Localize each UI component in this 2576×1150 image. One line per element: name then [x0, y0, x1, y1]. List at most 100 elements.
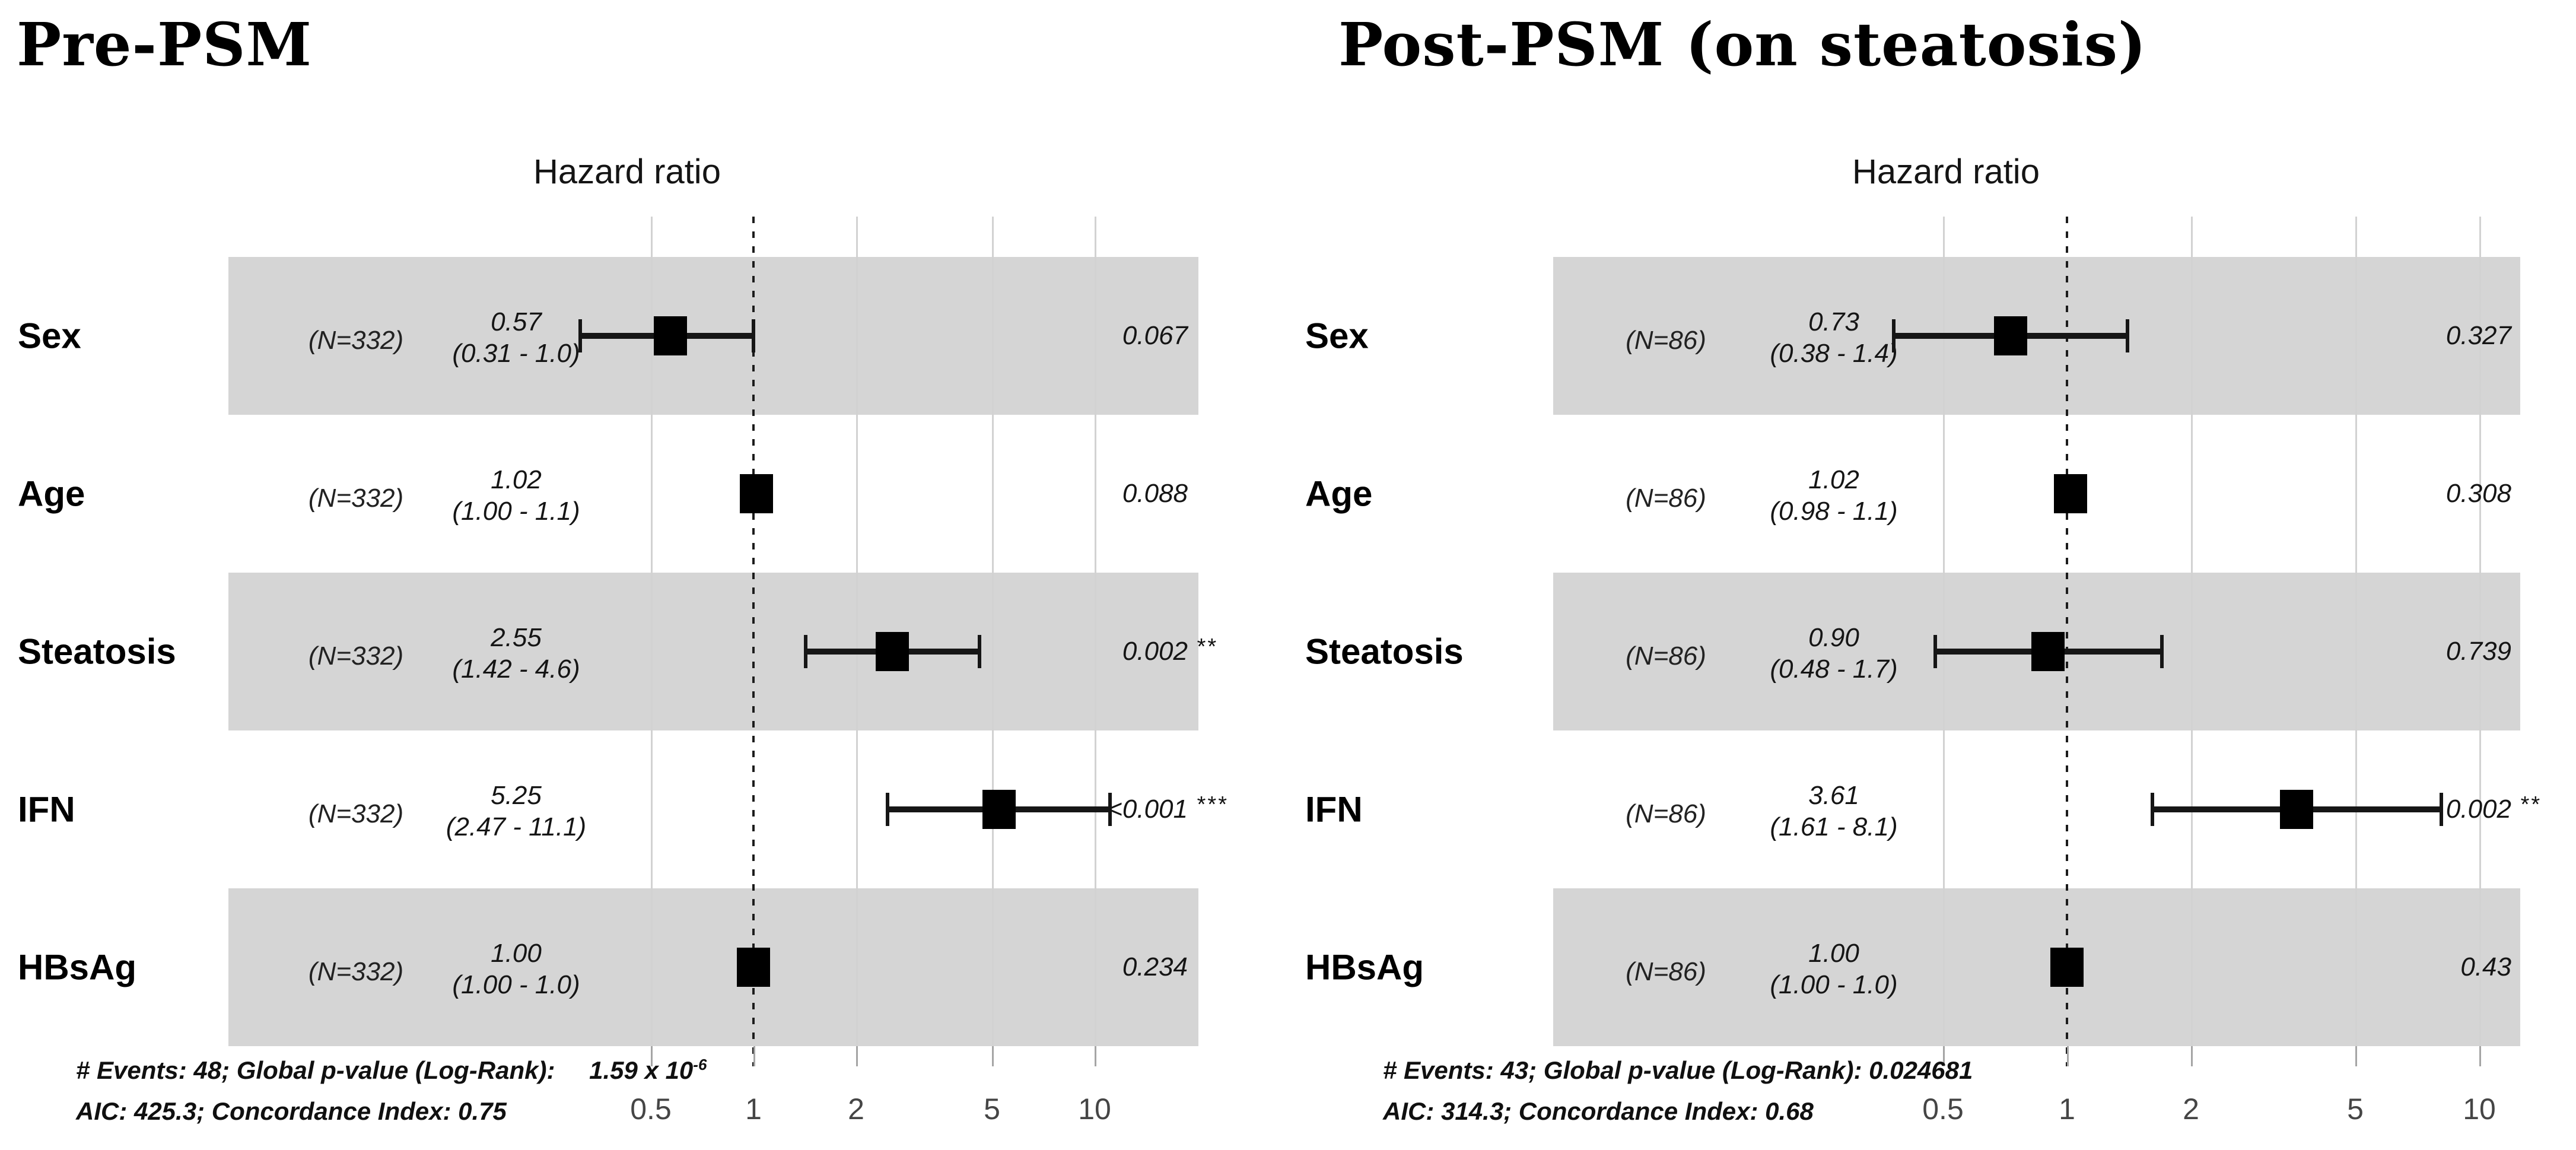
n-count-label: (N=332): [308, 799, 404, 828]
variable-label: Age: [1305, 474, 1373, 514]
p-value: 0.308: [2446, 479, 2511, 509]
global-p-mantissa: 1.59 x 10: [589, 1056, 694, 1084]
tick-mark-2: [856, 1046, 858, 1066]
ci-cap-high: [2125, 319, 2129, 352]
footer-prefix: # Events: 48; Global p-value (Log-Rank):: [76, 1056, 562, 1084]
events-global-p-footer: # Events: 48; Global p-value (Log-Rank):…: [76, 1056, 707, 1085]
p-value-number: <0.001: [1107, 795, 1188, 824]
axis-tick-0-5: 0.5: [630, 1092, 672, 1126]
global-p-exponent: -6: [693, 1056, 707, 1073]
p-value-number: 0.327: [2445, 321, 2511, 350]
estimate-value: 0.57: [491, 307, 542, 337]
ci-cap-low: [803, 635, 807, 668]
p-value: <0.001 ***: [1107, 792, 1226, 824]
ci-cap-low: [1933, 635, 1938, 668]
ci-cap-high: [2160, 635, 2164, 668]
estimate-value: 1.02: [1808, 465, 1859, 495]
gridline-0-5: [1943, 217, 1945, 1046]
axis-title-hazard-ratio: Hazard ratio: [1852, 153, 2040, 191]
estimate-ci-label: 1.02 (1.00 - 1.1): [452, 465, 580, 528]
gridline-10: [1095, 217, 1096, 1046]
variable-label: Sex: [1305, 316, 1369, 356]
estimate-value: 1.00: [1808, 939, 1859, 968]
estimate-ci-label: 1.02 (0.98 - 1.1): [1770, 465, 1897, 528]
estimate-ci-label: 0.90 (0.48 - 1.7): [1770, 622, 1897, 685]
p-value: 0.002 **: [1122, 634, 1216, 666]
hr-point-marker: [875, 632, 909, 671]
tick-mark-10: [2479, 1046, 2481, 1066]
ci-cap-low: [2150, 793, 2154, 826]
ci-cap-high: [752, 319, 755, 352]
tick-mark-5: [992, 1046, 994, 1066]
estimate-ci-label: 2.55 (1.42 - 4.6): [452, 622, 580, 685]
hr-point-marker: [2053, 474, 2087, 513]
p-value: 0.234: [1122, 952, 1188, 982]
aic-concordance-footer: AIC: 425.3; Concordance Index: 0.75: [76, 1097, 507, 1125]
forest-row-age: Age (N=86) 1.02 (0.98 - 1.1) 0.308: [1288, 415, 2576, 573]
p-value-number: 0.067: [1122, 321, 1188, 350]
gridline-5: [992, 217, 994, 1046]
gridline-2: [856, 217, 858, 1046]
forest-row-sex: Sex (N=332) 0.57 (0.31 - 1.0) 0.067: [0, 257, 1288, 415]
tick-mark-1: [753, 1046, 755, 1066]
panel-pre-psm: Pre-PSM Hazard ratio Sex (N=332) 0.57 (0…: [0, 9, 1288, 1126]
p-value: 0.067: [1122, 321, 1188, 351]
n-count-label: (N=86): [1626, 957, 1706, 986]
reference-line-hr-1: [2066, 217, 2068, 1066]
variable-label: Steatosis: [1305, 631, 1464, 672]
ci-value: (1.00 - 1.1): [452, 497, 580, 526]
events-global-p-footer: # Events: 43; Global p-value (Log-Rank):…: [1383, 1056, 2000, 1085]
row-band-steatosis: [228, 573, 1198, 730]
row-band-hbsag: [228, 888, 1198, 1046]
axis-tick-1: 1: [745, 1092, 762, 1126]
variable-label: HBsAg: [1305, 947, 1424, 987]
estimate-ci-label: 1.00 (1.00 - 1.0): [1770, 938, 1897, 1001]
n-count-label: (N=86): [1626, 326, 1706, 355]
hr-point-marker: [1994, 316, 2027, 355]
p-value-number: 0.088: [1122, 479, 1188, 508]
ci-value: (1.42 - 4.6): [452, 655, 580, 684]
forest-row-ifn: IFN (N=86) 3.61 (1.61 - 8.1) 0.002 **: [1288, 730, 2576, 888]
axis-tick-2: 2: [848, 1092, 864, 1126]
ci-value: (1.61 - 8.1): [1770, 812, 1898, 841]
reference-line-hr-1: [752, 217, 755, 1066]
footer-prefix: # Events: 43; Global p-value (Log-Rank):…: [1383, 1056, 1973, 1084]
ci-value: (0.48 - 1.7): [1770, 655, 1898, 684]
tick-mark-5: [2355, 1046, 2357, 1066]
ci-value: (1.00 - 1.0): [452, 970, 580, 999]
estimate-value: 3.61: [1808, 781, 1859, 811]
p-value-number: 0.739: [2445, 637, 2511, 666]
p-value-number: 0.308: [2445, 479, 2511, 508]
p-value-number: 0.002: [1122, 637, 1188, 666]
ci-cap-low: [1891, 319, 1896, 352]
panel-title: Post-PSM (on steatosis): [1338, 9, 2147, 80]
estimate-value: 0.90: [1808, 623, 1859, 653]
panel-post-psm: Post-PSM (on steatosis) Hazard ratio Sex…: [1288, 0, 2576, 1150]
significance-stars: **: [1196, 634, 1217, 659]
estimate-value: 0.73: [1808, 307, 1859, 337]
ci-cap-low: [578, 319, 582, 352]
tick-mark-0-5: [651, 1046, 653, 1066]
hr-point-marker: [982, 790, 1016, 829]
forest-row-hbsag: HBsAg (N=86) 1.00 (1.00 - 1.0) 0.43: [1288, 888, 2576, 1046]
ci-value: (1.00 - 1.0): [1770, 970, 1898, 999]
gridline-0-5: [651, 217, 653, 1046]
significance-stars: ***: [1196, 792, 1228, 817]
tick-mark-2: [2191, 1046, 2193, 1066]
panel-title: Pre-PSM: [17, 9, 313, 80]
estimate-ci-label: 5.25 (2.47 - 11.1): [446, 780, 586, 843]
axis-tick-5: 5: [2347, 1092, 2364, 1126]
n-count-label: (N=332): [308, 326, 404, 355]
estimate-value: 2.55: [491, 623, 542, 653]
hr-point-marker: [739, 474, 773, 513]
ci-cap-high: [1108, 793, 1112, 826]
forest-row-ifn: IFN (N=332) 5.25 (2.47 - 11.1) <0.001 ***: [0, 730, 1288, 888]
n-count-label: (N=86): [1626, 641, 1706, 671]
forest-row-steatosis: Steatosis (N=332) 2.55 (1.42 - 4.6) 0.00…: [0, 573, 1288, 730]
p-value: 0.002 **: [2446, 792, 2539, 824]
axis-tick-0-5: 0.5: [1922, 1092, 1964, 1126]
hr-point-marker: [2050, 948, 2084, 987]
p-value: 0.43: [2460, 952, 2511, 982]
forest-row-steatosis: Steatosis (N=86) 0.90 (0.48 - 1.7) 0.739: [1288, 573, 2576, 730]
global-p-value: 1.59 x 10-6: [589, 1056, 707, 1084]
